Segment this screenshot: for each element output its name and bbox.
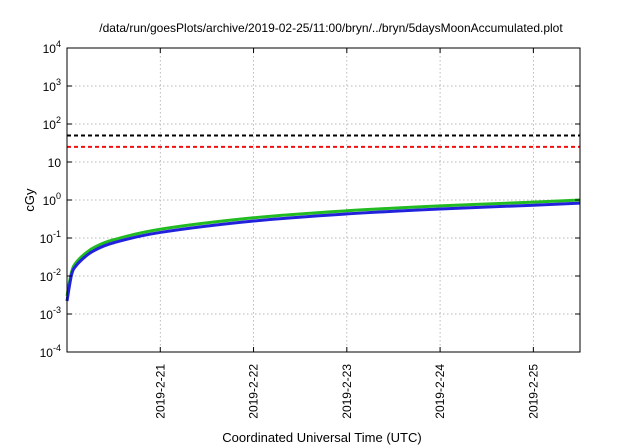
y-tick-label: 10-3 [40,305,61,322]
series-line [65,201,581,302]
x-tick-label: 2019-2-21 [153,364,167,419]
y-tick-label: 100 [43,191,61,208]
x-tick-label: 2019-2-22 [247,364,261,419]
y-tick-label: 103 [43,77,61,94]
x-tick-label: 2019-2-24 [433,364,447,419]
y-tick-label: 10 [48,156,62,170]
y-axis-ticks: 10-4 10-3 10-2 10-1 100 10 102 103 104 [40,39,580,360]
y-tick-label: 10-4 [40,343,61,360]
data-series [65,198,581,302]
chart-title: /data/run/goesPlots/archive/2019-02-25/1… [99,21,563,35]
y-axis-label: cGy [22,188,37,212]
y-tick-label: 10-1 [40,229,61,246]
x-axis-ticks: 2019-2-21 2019-2-22 2019-2-23 2019-2-24 2019… [153,48,540,419]
series-line [65,198,581,297]
x-tick-label: 2019-2-23 [340,364,354,419]
threshold-lines [67,134,580,148]
y-tick-label: 104 [43,39,61,56]
grid-lines [67,47,580,353]
y-tick-label: 102 [43,115,61,132]
x-tick-label: 2019-2-25 [526,364,540,419]
y-tick-label: 10-2 [40,267,61,284]
x-axis-label: Coordinated Universal Time (UTC) [222,430,421,445]
